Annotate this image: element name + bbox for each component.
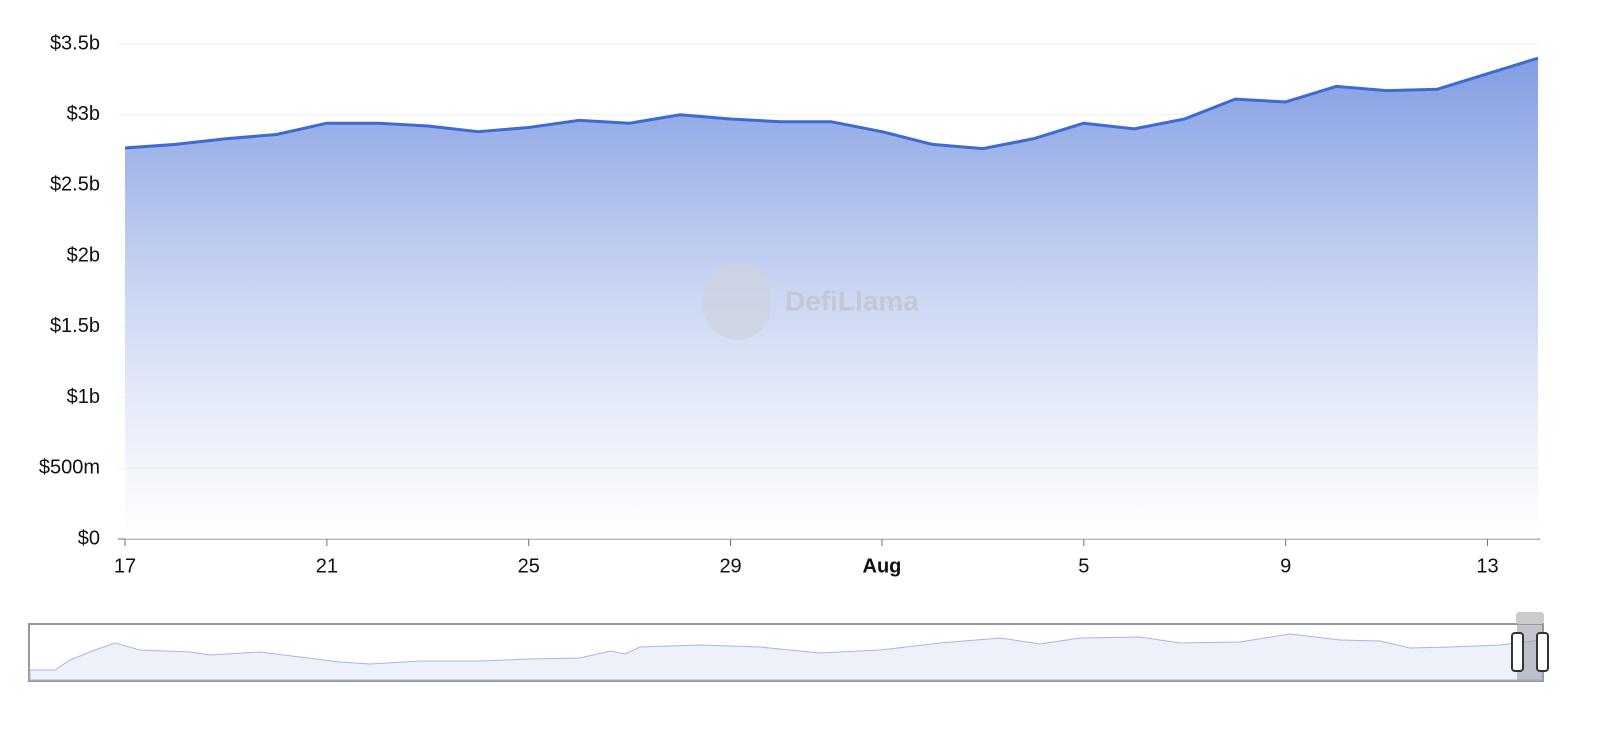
x-tick-label: 29	[719, 555, 741, 577]
x-tick-label: 17	[114, 555, 136, 577]
x-tick-label: 21	[316, 555, 338, 577]
x-tick-label: 25	[518, 555, 540, 577]
watermark-text: DefiLlama	[785, 285, 919, 316]
y-tick-label: $1b	[67, 386, 100, 408]
minimap	[28, 612, 1549, 682]
minimap-handle-right[interactable]	[1536, 632, 1549, 672]
y-tick-label: $1.5b	[50, 315, 100, 337]
y-tick-label: $0	[78, 527, 100, 549]
y-tick-label: $3.5b	[50, 32, 100, 54]
y-tick-label: $3b	[67, 103, 100, 125]
x-tick-label: 13	[1476, 555, 1498, 577]
y-tick-label: $500m	[39, 457, 100, 479]
area-line	[124, 56, 1539, 151]
minimap-drag[interactable]	[1516, 612, 1544, 624]
x-tick-label: 9	[1280, 555, 1291, 577]
area-fill	[125, 58, 1538, 540]
watermark: DefiLlama	[703, 263, 919, 340]
y-tick-label: $2b	[67, 244, 100, 266]
x-tick-label: 5	[1078, 555, 1089, 577]
watermark-logo	[703, 263, 771, 340]
minimap-area	[29, 633, 1543, 681]
x-tick-label: Aug	[863, 555, 902, 577]
minimap-handle-left[interactable]	[1511, 632, 1524, 672]
y-tick-label: $2.5b	[50, 174, 100, 196]
